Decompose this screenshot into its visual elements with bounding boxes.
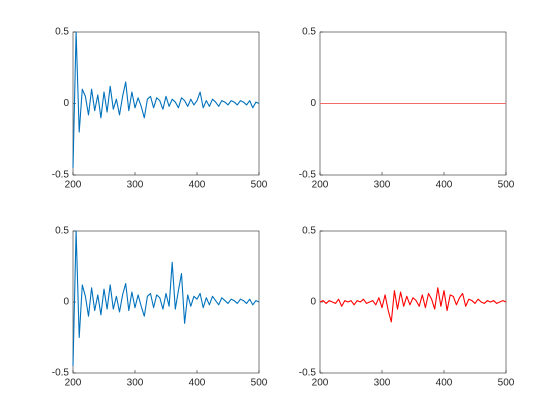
x-tick-label: 500 (251, 378, 268, 389)
line-series (72, 230, 260, 366)
x-tick-label: 400 (189, 378, 206, 389)
x-tick-label: 500 (251, 180, 268, 191)
y-tick-label: 0 (310, 98, 316, 109)
axes-box (72, 230, 260, 374)
y-tick-label: 0.5 (302, 226, 316, 237)
x-tick-label: 400 (436, 378, 453, 389)
y-tick-label: 0.5 (55, 27, 69, 38)
x-tick-label: 300 (127, 378, 144, 389)
x-tick-label: 500 (498, 180, 515, 191)
line-series (319, 287, 507, 323)
y-tick-label: -0.5 (52, 170, 70, 181)
x-tick-label: 200 (312, 378, 329, 389)
y-tick-label: -0.5 (299, 368, 317, 379)
line-series (72, 31, 260, 168)
x-tick-label: 300 (127, 180, 144, 191)
y-tick-label: 0 (63, 98, 69, 109)
y-tick-label: -0.5 (299, 170, 317, 181)
y-tick-label: 0.5 (55, 226, 69, 237)
x-tick-label: 300 (374, 180, 391, 191)
y-tick-label: 0 (63, 297, 69, 308)
y-tick-label: 0 (310, 297, 316, 308)
x-tick-label: 200 (65, 378, 82, 389)
axes-box (319, 230, 507, 374)
x-tick-label: 400 (189, 180, 206, 191)
x-tick-label: 200 (65, 180, 82, 191)
x-tick-label: 300 (374, 378, 391, 389)
y-tick-label: -0.5 (52, 368, 70, 379)
x-tick-label: 200 (312, 180, 329, 191)
axes-box (72, 31, 260, 176)
y-tick-label: 0.5 (302, 27, 316, 38)
x-tick-label: 500 (498, 378, 515, 389)
x-tick-label: 400 (436, 180, 453, 191)
